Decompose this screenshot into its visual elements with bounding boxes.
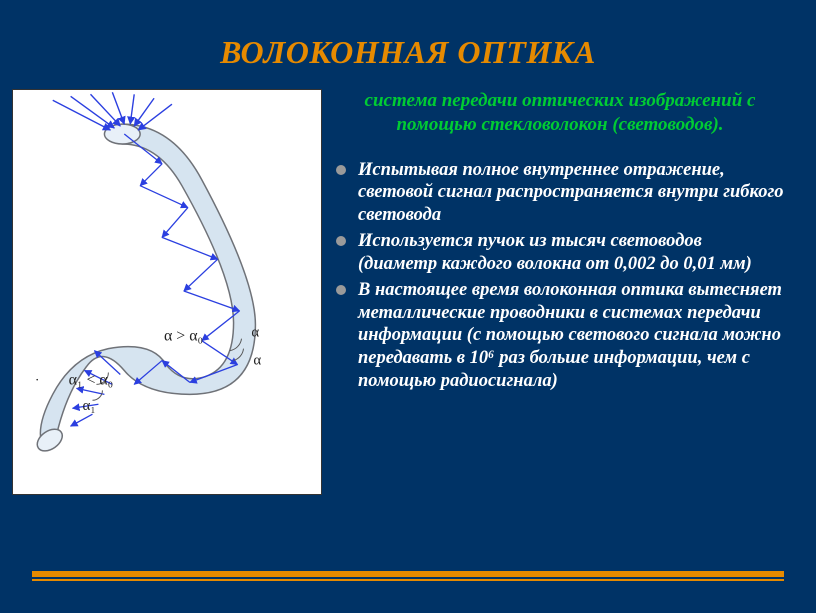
- subtitle: система передачи оптических изображений …: [336, 89, 784, 137]
- label-alpha-gt: α > α₀: [164, 328, 203, 345]
- label-alpha-bottom: α: [253, 353, 261, 369]
- footer-rules: [32, 571, 784, 581]
- label-alpha1-lt: α₁ < α₀: [69, 371, 114, 388]
- page-title: ВОЛОКОННАЯ ОПТИКА: [0, 0, 816, 71]
- fiber-diagram: α > α₀ α α α₁ < α₀ α₁ ·: [12, 89, 322, 495]
- list-item: Испытывая полное внутреннее отражение, с…: [336, 159, 784, 227]
- label-alpha-top: α: [251, 325, 259, 341]
- list-item: Используется пучок из тысяч световодов (…: [336, 230, 784, 275]
- label-dot: ·: [35, 373, 40, 388]
- text-panel: система передачи оптических изображений …: [336, 89, 784, 495]
- bullet-list: Испытывая полное внутреннее отражение, с…: [336, 159, 784, 393]
- content-row: α > α₀ α α α₁ < α₀ α₁ · система передачи…: [0, 71, 816, 495]
- label-alpha1: α₁: [83, 398, 96, 414]
- list-item: В настоящее время волоконная оптика выте…: [336, 279, 784, 392]
